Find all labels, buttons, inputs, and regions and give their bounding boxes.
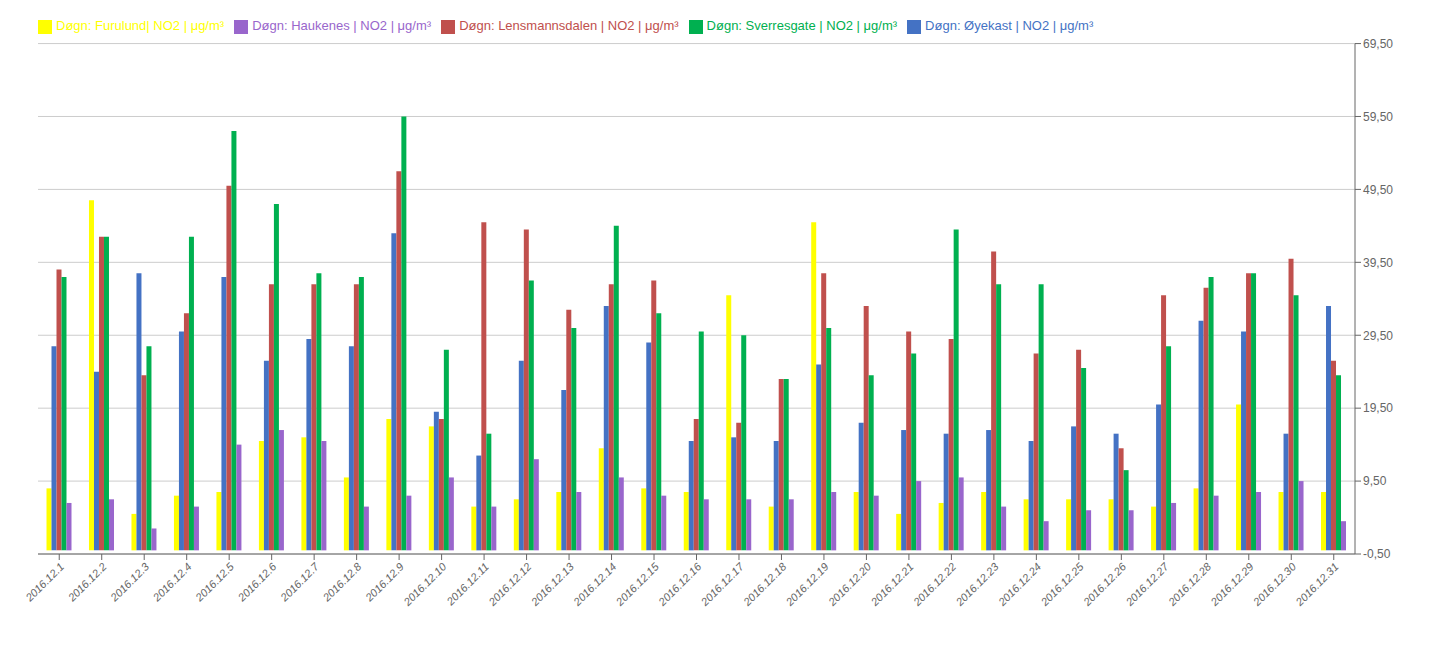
svg-text:2016.12.24: 2016.12.24 <box>995 560 1043 608</box>
svg-text:2016.12.14: 2016.12.14 <box>570 560 618 608</box>
html-text:Døgn: Haukenes | NO2 | μg/m³: Døgn: Haukenes | NO2 | μg/m³ <box>252 18 432 33</box>
svg-text:2016.12.5: 2016.12.5 <box>192 560 236 604</box>
html-text:Døgn: Øyekast | NO2 | μg/m³: Døgn: Øyekast | NO2 | μg/m³ <box>925 18 1094 33</box>
svg-text:2016.12.3: 2016.12.3 <box>107 560 151 604</box>
svg-text:2016.12.31: 2016.12.31 <box>1293 560 1341 608</box>
svg-text:29,50: 29,50 <box>1363 329 1393 343</box>
svg-text:2016.12.27: 2016.12.27 <box>1123 560 1172 609</box>
html-text:Døgn: Sverresgate | NO2 | μg/m: Døgn: Sverresgate | NO2 | μg/m³ <box>706 18 898 33</box>
svg-text:2016.12.20: 2016.12.20 <box>825 560 874 609</box>
svg-text:2016.12.13: 2016.12.13 <box>528 560 577 609</box>
svg-text:2016.12.28: 2016.12.28 <box>1165 560 1214 609</box>
svg-text:2016.12.9: 2016.12.9 <box>362 560 406 604</box>
svg-text:49,50: 49,50 <box>1363 183 1393 197</box>
svg-text:2016.12.4: 2016.12.4 <box>150 560 194 604</box>
svg-text:2016.12.6: 2016.12.6 <box>235 560 279 604</box>
svg-text:2016.12.21: 2016.12.21 <box>868 560 916 608</box>
svg-text:2016.12.26: 2016.12.26 <box>1080 560 1129 609</box>
svg-text:19,50: 19,50 <box>1363 401 1393 415</box>
svg-text:-0,50: -0,50 <box>1363 547 1391 561</box>
svg-text:2016.12.7: 2016.12.7 <box>277 560 321 604</box>
svg-text:2016.12.23: 2016.12.23 <box>953 560 1002 609</box>
svg-text:2016.12.15: 2016.12.15 <box>613 560 662 609</box>
svg-text:2016.12.10: 2016.12.10 <box>400 560 449 609</box>
svg-text:2016.12.12: 2016.12.12 <box>485 560 533 608</box>
svg-text:2016.12.16: 2016.12.16 <box>655 560 704 609</box>
svg-text:2016.12.18: 2016.12.18 <box>740 560 789 609</box>
svg-text:9,50: 9,50 <box>1363 474 1387 488</box>
svg-text:2016.12.11: 2016.12.11 <box>443 560 491 608</box>
svg-text:2016.12.30: 2016.12.30 <box>1250 560 1299 609</box>
svg-text:39,50: 39,50 <box>1363 256 1393 270</box>
svg-text:2016.12.2: 2016.12.2 <box>65 560 109 604</box>
html-text:Døgn: Furulund| NO2 | μg/m³: Døgn: Furulund| NO2 | μg/m³ <box>56 18 225 33</box>
html-text:Døgn: Lensmannsdalen | NO2 | μ: Døgn: Lensmannsdalen | NO2 | μg/m³ <box>459 18 679 33</box>
svg-text:2016.12.22: 2016.12.22 <box>910 560 958 608</box>
svg-text:2016.12.8: 2016.12.8 <box>320 560 364 604</box>
svg-text:2016.12.19: 2016.12.19 <box>783 560 831 608</box>
svg-text:59,50: 59,50 <box>1363 110 1393 124</box>
svg-text:69,50: 69,50 <box>1363 37 1393 51</box>
svg-text:2016.12.17: 2016.12.17 <box>698 560 747 609</box>
svg-text:2016.12.25: 2016.12.25 <box>1038 560 1087 609</box>
svg-text:2016.12.1: 2016.12.1 <box>22 560 66 604</box>
svg-text:2016.12.29: 2016.12.29 <box>1208 560 1256 608</box>
